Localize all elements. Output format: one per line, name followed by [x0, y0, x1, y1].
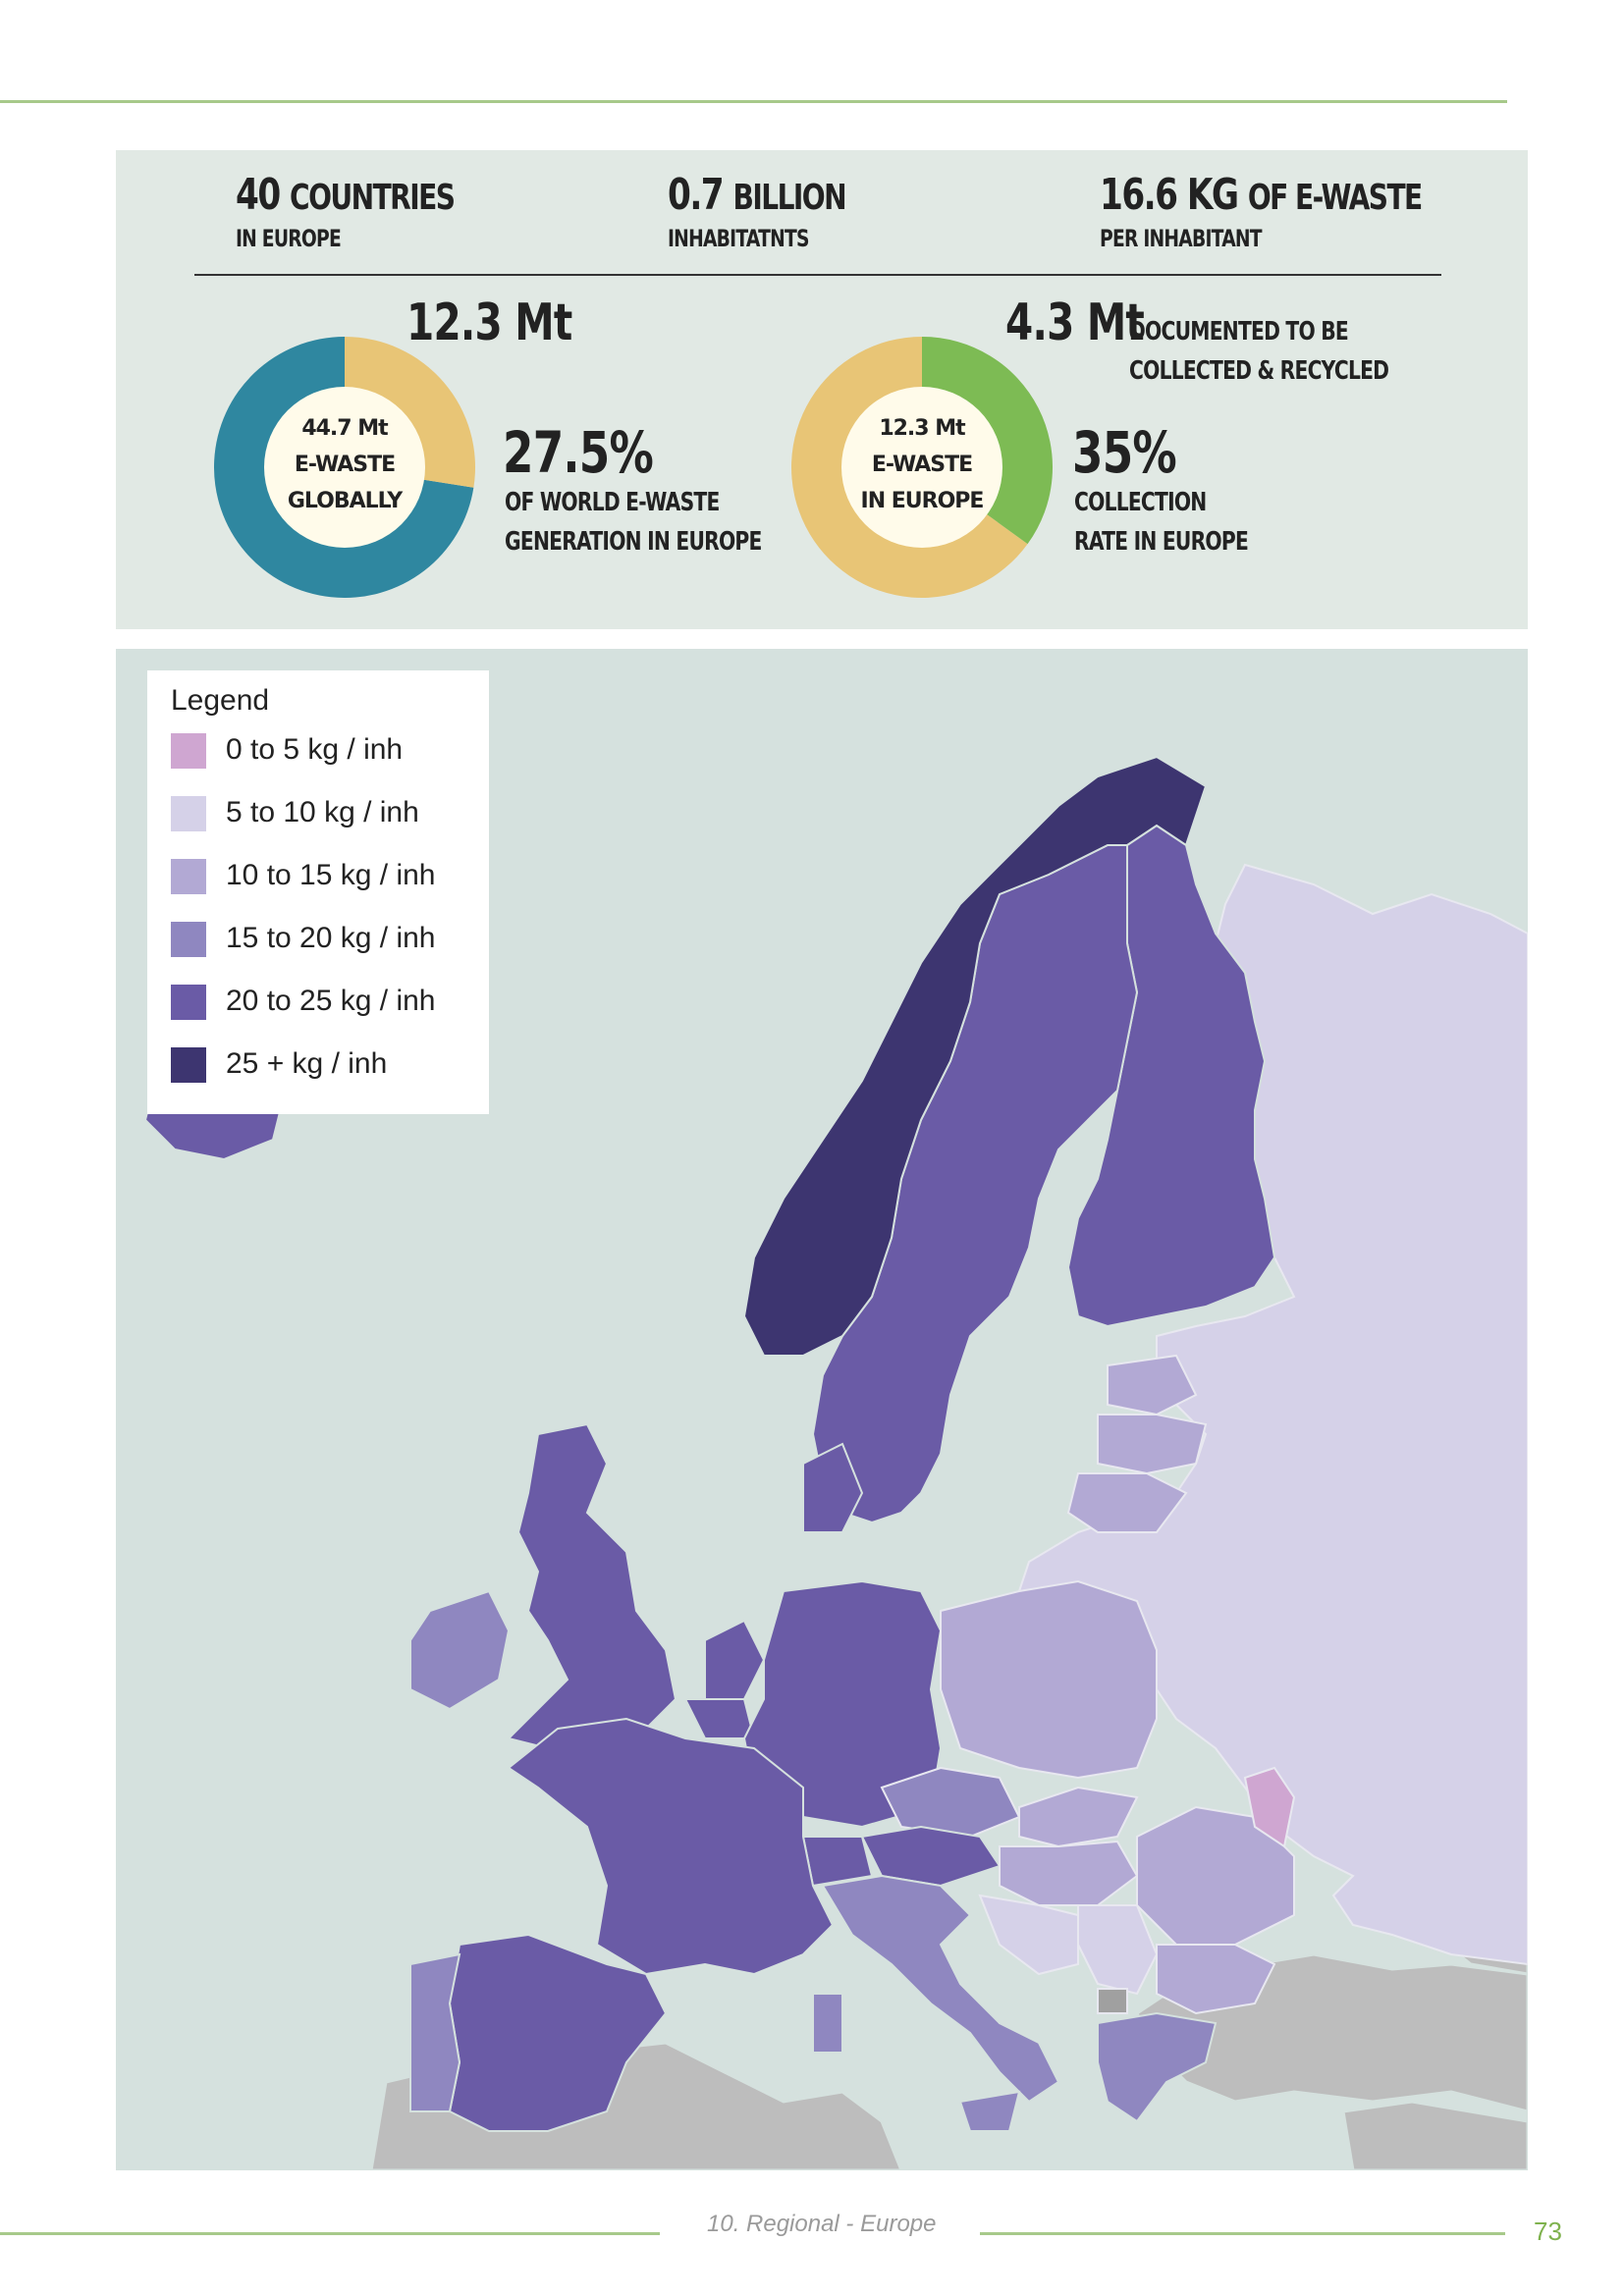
- region-slovakia: [1018, 1786, 1139, 1848]
- collection-headline-desc-1: DOCUMENTED TO BE: [1129, 317, 1349, 347]
- generation-percent: 27.5%: [503, 419, 654, 486]
- region-denmark: [802, 1442, 864, 1533]
- collection-headline: 4.3 Mt: [1005, 294, 1145, 352]
- stat-countries-value: 40: [236, 170, 281, 220]
- region-portugal: [409, 1952, 461, 2112]
- collection-headline-desc-2: COLLECTED & RECYCLED: [1129, 356, 1389, 386]
- legend-label: 15 to 20 kg / inh: [226, 922, 436, 954]
- stat-countries-unit: COUNTRIES: [290, 178, 456, 218]
- region-serbia: [1077, 1904, 1159, 1996]
- legend-swatch: [171, 796, 206, 831]
- legend-swatch: [171, 985, 206, 1020]
- region-norway: [742, 755, 1208, 1357]
- legend-swatch: [171, 1047, 206, 1083]
- generation-donut-value: 44.7 Mt: [301, 416, 388, 441]
- region-greece: [1097, 2011, 1218, 2123]
- region-belgium: [683, 1698, 756, 1739]
- stat-per-inhabitant: 16.6 KG OF E-WASTE PER INHABITANT: [1100, 170, 1512, 253]
- region-italy: [821, 1874, 1060, 2104]
- collection-donut-label: 12.3 Mt E-WASTE IN EUROPE: [834, 410, 1010, 519]
- region-estonia: [1107, 1354, 1198, 1416]
- collection-donut-label-1: E-WASTE: [871, 453, 973, 477]
- footer-rule-left: [0, 2232, 660, 2235]
- stats-panel: 40 COUNTRIES IN EUROPE 0.7 BILLION INHAB…: [116, 150, 1528, 629]
- stats-divider: [194, 274, 1441, 276]
- region-netherlands: [704, 1619, 766, 1700]
- generation-donut-center: [264, 387, 425, 548]
- stat-per-inhabitant-value: 16.6 KG: [1100, 170, 1239, 220]
- legend-label: 20 to 25 kg / inh: [226, 985, 436, 1017]
- stat-per-inhabitant-unit: OF E-WASTE: [1247, 178, 1423, 218]
- top-rule: [0, 100, 1507, 103]
- region-united-kingdom: [507, 1422, 677, 1750]
- stat-countries: 40 COUNTRIES IN EUROPE: [236, 170, 515, 253]
- collection-donut-center: [841, 387, 1002, 548]
- legend-label: 25 + kg / inh: [226, 1047, 388, 1080]
- generation-donut-label-2: GLOBALLY: [287, 489, 403, 513]
- legend-label: 5 to 10 kg / inh: [226, 796, 419, 828]
- region-hungary: [999, 1840, 1139, 1906]
- generation-donut: [214, 337, 475, 598]
- generation-headline: 12.3 Mt: [406, 294, 572, 352]
- region-bulgaria: [1156, 1944, 1276, 2015]
- footer-rule-right: [980, 2232, 1505, 2235]
- region-kosovo: [1097, 1988, 1128, 2014]
- collection-donut-label-2: IN EUROPE: [860, 489, 985, 513]
- region-romania: [1136, 1805, 1295, 1946]
- stat-inhabitants-sub: INHABITATNTS: [668, 225, 809, 252]
- generation-desc-2: GENERATION IN EUROPE: [505, 527, 762, 557]
- collection-donut-value: 12.3 Mt: [879, 416, 965, 441]
- collection-desc-2: RATE IN EUROPE: [1074, 527, 1249, 557]
- region-ireland: [409, 1589, 511, 1711]
- collection-percent: 35%: [1072, 419, 1177, 486]
- stat-inhabitants: 0.7 BILLION INHABITATNTS: [668, 170, 895, 253]
- generation-donut-label: 44.7 Mt E-WASTE GLOBALLY: [256, 410, 433, 519]
- europe-map-svg: [143, 755, 1528, 2170]
- region-latvia: [1097, 1414, 1208, 1475]
- stat-per-inhabitant-sub: PER INHABITANT: [1100, 225, 1263, 252]
- region-sardinia: [812, 1993, 843, 2054]
- legend-label: 0 to 5 kg / inh: [226, 733, 404, 766]
- europe-map: Legend 0 to 5 kg / inh 5 to 10 kg / inh …: [116, 649, 1528, 2170]
- collection-desc-1: COLLECTION: [1074, 488, 1207, 517]
- legend-swatch: [171, 859, 206, 894]
- footer-section: 10. Regional - Europe: [707, 2211, 937, 2237]
- stat-inhabitants-unit: BILLION: [732, 178, 847, 218]
- map-legend: Legend 0 to 5 kg / inh 5 to 10 kg / inh …: [147, 670, 489, 1114]
- legend-title: Legend: [171, 684, 270, 717]
- legend-swatch: [171, 922, 206, 957]
- stat-inhabitants-value: 0.7: [668, 170, 725, 220]
- region-moldova: [1243, 1766, 1296, 1848]
- generation-desc-1: OF WORLD E-WASTE: [505, 488, 720, 517]
- collection-donut: [791, 337, 1053, 598]
- region-middle-east: [1341, 2100, 1528, 2170]
- region-lithuania: [1066, 1472, 1188, 1533]
- region-finland: [1066, 824, 1276, 1328]
- page-number: 73: [1534, 2216, 1562, 2246]
- region-sicily: [958, 2090, 1021, 2132]
- generation-donut-label-1: E-WASTE: [294, 453, 396, 477]
- region-france: [507, 1717, 835, 1976]
- region-poland: [940, 1579, 1158, 1780]
- stat-countries-sub: IN EUROPE: [236, 225, 342, 252]
- legend-label: 10 to 15 kg / inh: [226, 859, 436, 891]
- region-croatia-bosnia: [978, 1894, 1079, 1976]
- legend-swatch: [171, 733, 206, 769]
